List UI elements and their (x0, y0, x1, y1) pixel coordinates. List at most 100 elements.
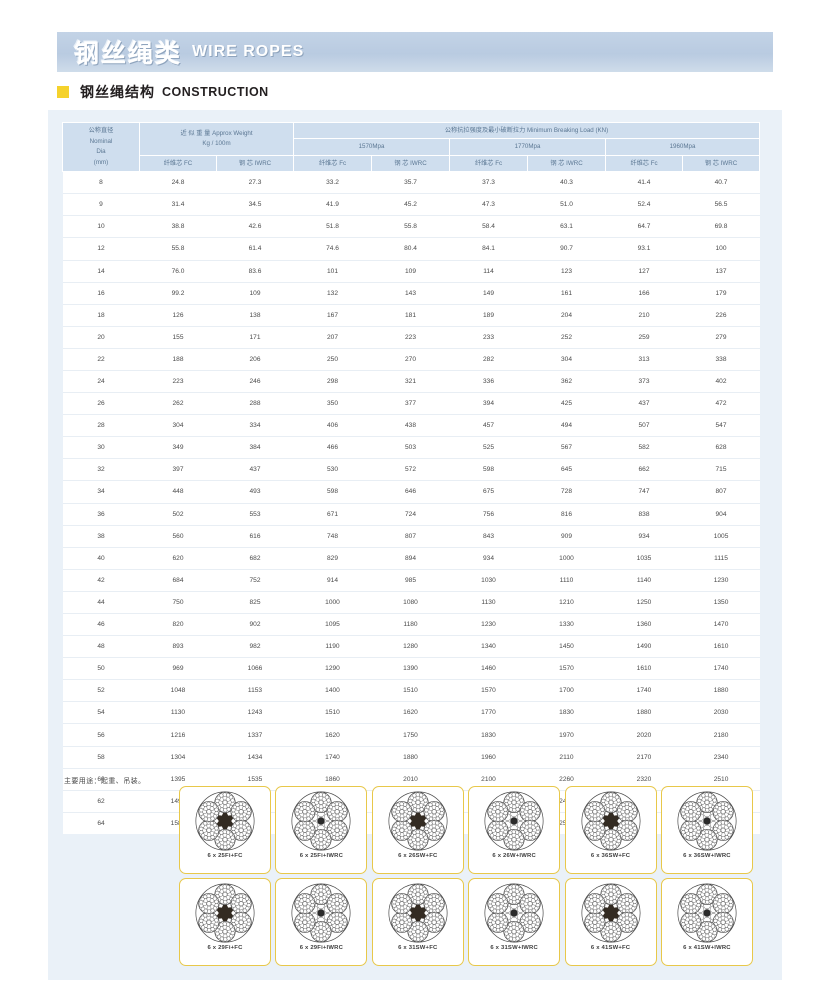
table-cell: 37.3 (449, 171, 528, 195)
table-cell: 132 (293, 282, 372, 305)
table-cell: 90.7 (527, 237, 606, 261)
table-cell: 820 (139, 613, 217, 637)
table-cell: 246 (216, 370, 294, 394)
table-row: 58 1304 1434 1740 1880 1960 2110 2170 2340 (62, 746, 760, 769)
rope-cross-section-icon (275, 787, 367, 855)
table-cell: 279 (682, 326, 760, 349)
table-cell: 83.6 (216, 260, 294, 283)
table-cell: 1110 (527, 569, 606, 592)
table-cell: 1880 (682, 679, 760, 703)
construction-diagram-card[interactable]: 6 x 26W+IWRC (468, 786, 561, 874)
table-cell: 425 (527, 392, 606, 416)
table-cell: 1770 (449, 701, 528, 725)
th-1960-fc: 纤维芯 Fc (605, 154, 684, 173)
table-cell: 188 (139, 348, 217, 371)
table-cell: 1450 (527, 635, 606, 659)
rope-strand (230, 819, 252, 841)
table-cell: 825 (216, 591, 294, 615)
table-cell: 1740 (605, 679, 683, 703)
rope-cross-section-icon (468, 787, 560, 855)
cell-nominal-dia: 34 (62, 480, 140, 504)
rope-strand (696, 829, 718, 851)
table-row: 8 24.8 27.3 33.2 35.7 37.3 40.3 41.4 40.7 (62, 171, 760, 195)
table-cell: 56.5 (682, 193, 760, 217)
table-cell: 1830 (527, 701, 606, 725)
table-cell: 270 (371, 348, 450, 371)
table-cell: 530 (293, 458, 372, 482)
table-cell: 525 (449, 436, 528, 460)
rope-cross-section-svg (291, 791, 351, 851)
rope-strand (423, 911, 445, 933)
construction-diagram-card[interactable]: 6 x 36SW+IWRC (660, 786, 753, 874)
rope-cross-section-svg (581, 791, 641, 851)
construction-diagram-card[interactable]: 6 x 29Fi+IWRC (275, 878, 368, 966)
rope-strand (198, 819, 220, 841)
cell-nominal-dia: 60 (62, 768, 140, 791)
cell-nominal-dia: 40 (62, 547, 140, 570)
table-row: 56 1216 1337 1620 1750 1830 1970 2020 2180 (62, 723, 760, 747)
table-cell: 985 (371, 569, 450, 592)
cell-nominal-dia: 62 (62, 790, 140, 813)
construction-diagram-card[interactable]: 6 x 31SW+FC (371, 878, 464, 966)
table-cell: 1230 (682, 569, 760, 592)
construction-diagram-card[interactable]: 6 x 29Fi+FC (179, 878, 271, 966)
footnote-main-uses: 主要用途：起重、吊装。 (64, 778, 146, 785)
rope-strand (294, 801, 316, 823)
table-cell: 1130 (449, 591, 528, 615)
th-mbl-cn: 公称抗拉强度及最小破断拉力 (444, 126, 526, 134)
table-cell: 2100 (449, 768, 528, 791)
rope-cross-section-svg (484, 791, 544, 851)
table-cell: 250 (293, 348, 372, 371)
table-cell: 80.4 (371, 237, 450, 261)
table-cell: 1620 (293, 723, 372, 747)
table-cell: 715 (682, 458, 760, 482)
rope-strand (198, 911, 220, 933)
construction-diagram-card[interactable]: 6 x 26SW+FC (371, 786, 464, 874)
construction-diagrams: 6 x 25Fi+FC 6 x 25Fi+IWRC 6 x 26SW+FC 6 x 2… (179, 786, 759, 966)
table-cell: 752 (216, 569, 294, 592)
table-cell: 2320 (605, 768, 683, 791)
construction-diagram-card[interactable]: 6 x 25Fi+FC (179, 786, 271, 874)
rope-cross-section-icon (275, 879, 367, 947)
cell-nominal-dia: 24 (62, 370, 140, 394)
rope-strand (487, 801, 509, 823)
table-cell: 373 (605, 370, 683, 394)
table-cell: 127 (605, 260, 683, 283)
table-cell: 204 (527, 304, 606, 327)
construction-diagram-card[interactable]: 6 x 25Fi+IWRC (275, 786, 368, 874)
rope-cross-section-svg (388, 883, 448, 943)
rope-strand (696, 791, 718, 813)
rope-cross-section-icon (565, 787, 657, 855)
table-row: 52 1048 1153 1400 1510 1570 1700 1740 1880 (62, 679, 760, 703)
table-cell: 843 (449, 525, 528, 548)
table-cell: 1470 (682, 613, 760, 637)
th-1570-iwrc: 钢 芯 IWRC (371, 154, 451, 173)
table-row: 44 750 825 1000 1080 1130 1210 1250 1350 (62, 591, 760, 615)
table-cell: 816 (527, 503, 606, 526)
table-row: 48 893 982 1190 1280 1340 1450 1490 1610 (62, 635, 760, 659)
table-cell: 982 (216, 635, 294, 659)
construction-diagram-card[interactable]: 6 x 41SW+FC (564, 878, 657, 966)
table-cell: 55.8 (139, 237, 217, 261)
table-cell: 55.8 (371, 215, 450, 239)
table-cell: 748 (293, 525, 372, 548)
table-cell: 313 (605, 348, 683, 371)
cell-nominal-dia: 30 (62, 436, 140, 460)
table-cell: 472 (682, 392, 760, 416)
table-cell: 1330 (527, 613, 606, 637)
construction-diagram-card[interactable]: 6 x 41SW+IWRC (660, 878, 753, 966)
cell-nominal-dia: 12 (62, 237, 140, 261)
th-dia-en2: Dia (96, 148, 106, 156)
table-cell: 74.6 (293, 237, 372, 261)
table-cell: 206 (216, 348, 294, 371)
table-cell: 507 (605, 414, 683, 438)
table-cell: 466 (293, 436, 372, 460)
cell-nominal-dia: 44 (62, 591, 140, 615)
table-cell: 684 (139, 569, 217, 592)
th-weight-iwrc: 钢 芯 IWRC (215, 154, 295, 173)
construction-diagram-card[interactable]: 6 x 36SW+FC (564, 786, 657, 874)
construction-diagram-card[interactable]: 6 x 31SW+IWRC (468, 878, 561, 966)
table-cell: 166 (605, 282, 683, 305)
table-cell: 503 (371, 436, 450, 460)
table-row: 28 304 334 406 438 457 494 507 547 (62, 414, 760, 438)
